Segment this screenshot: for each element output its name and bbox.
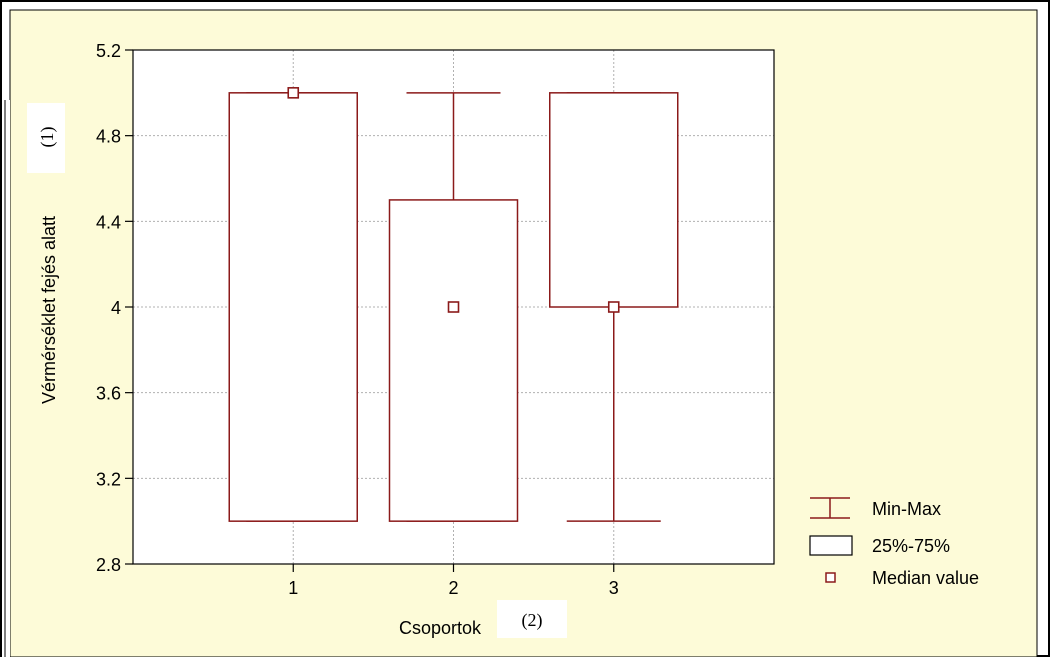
legend-box-icon [809,535,853,556]
iqr-box [388,199,519,522]
iqr-box [228,92,358,522]
y-tick-label: 4 [111,298,121,318]
tick-labels: 2.8 3.2 3.6 4 4.4 4.8 5.2 1 2 3 [96,41,619,598]
x-tick-label: 1 [288,578,298,598]
annotation-1: (1) [37,127,58,148]
median-marker [447,301,460,313]
y-axis-label: Vérmérséklet fejés alatt [39,216,59,404]
axis-ticks [125,49,615,572]
annotation-box-1 [27,103,65,173]
y-tick-label: 4.8 [96,127,121,147]
iqr-box [549,92,679,308]
y-tick-label: 5.2 [96,41,121,61]
legend-minmax-icon [810,497,850,519]
median-marker [287,87,300,99]
y-tick-label: 2.8 [96,555,121,575]
legend-label-iqr: 25%-75% [872,536,950,556]
legend-median-icon [825,572,836,583]
x-axis-label: Csoportok [399,618,482,638]
y-tick-label: 3.6 [96,384,121,404]
boxes-layer [228,87,679,522]
x-tick-label: 3 [609,578,619,598]
y-tick-label: 3.2 [96,469,121,489]
left-whitespace [2,100,10,657]
y-tick-label: 4.4 [96,212,121,232]
legend-label-median: Median value [872,568,979,588]
legend-label-minmax: Min-Max [872,499,941,519]
legend: Min-Max 25%-75% Median value [809,497,979,588]
median-marker [607,301,620,313]
annotation-box-2 [497,600,567,638]
x-tick-label: 2 [448,578,458,598]
annotation-2: (2) [522,610,543,631]
